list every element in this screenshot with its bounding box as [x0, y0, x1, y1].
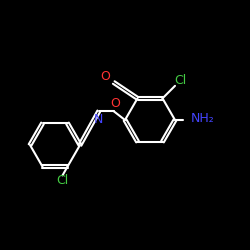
Text: Cl: Cl: [56, 174, 68, 187]
Text: O: O: [110, 97, 120, 110]
Text: Cl: Cl: [174, 74, 186, 87]
Text: NH₂: NH₂: [191, 112, 215, 124]
Text: N: N: [94, 113, 104, 126]
Text: O: O: [100, 70, 110, 83]
